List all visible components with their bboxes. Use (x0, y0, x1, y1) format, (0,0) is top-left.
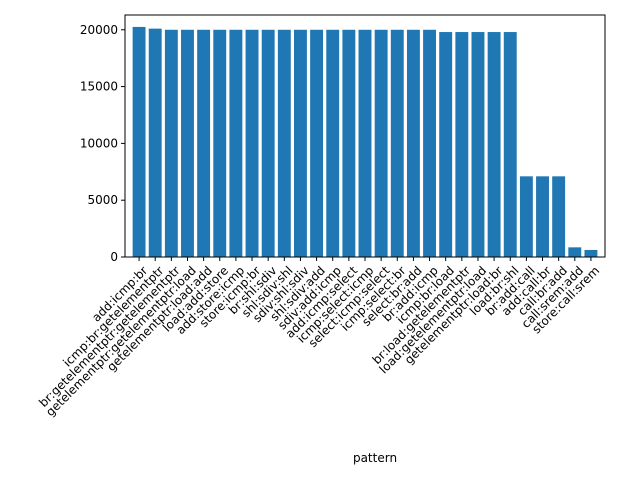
bar (326, 29, 340, 257)
bar (132, 26, 146, 257)
y-tick-label: 0 (110, 250, 118, 264)
bar (229, 29, 243, 257)
bar (197, 29, 211, 257)
bar (423, 29, 437, 257)
bar (406, 29, 420, 257)
y-tick-label: 5000 (87, 193, 118, 207)
bar (536, 176, 549, 257)
bar (568, 247, 582, 257)
bar (471, 32, 485, 258)
bar (455, 32, 469, 258)
bar (487, 32, 501, 258)
bar (552, 176, 566, 257)
bar (148, 28, 162, 257)
bar (277, 29, 291, 257)
y-tick-label: 20000 (80, 23, 118, 37)
bar (261, 29, 275, 257)
bar (213, 29, 227, 257)
bar (181, 29, 194, 257)
x-axis-label: pattern (353, 451, 397, 465)
bar (584, 249, 598, 257)
y-tick-label: 15000 (80, 80, 118, 94)
bar (164, 29, 178, 257)
plot-frame (124, 14, 606, 258)
x-axis: add:icmp:bricmp:br:getelementptrbr:getel… (36, 257, 602, 419)
bars-group (132, 26, 598, 258)
bar (374, 29, 388, 257)
bar (439, 32, 453, 258)
bar (390, 29, 404, 257)
bar (293, 29, 307, 257)
y-tick-label: 10000 (80, 136, 118, 150)
x-tick-label: br:getelementptr:getelementptr (36, 263, 182, 409)
bar (310, 29, 324, 257)
y-axis: 0 5000 10000 15000 20000 (80, 23, 125, 264)
bar (245, 29, 259, 257)
bar (519, 176, 533, 257)
bar (503, 32, 517, 258)
bar (358, 29, 372, 257)
bar (342, 29, 356, 257)
